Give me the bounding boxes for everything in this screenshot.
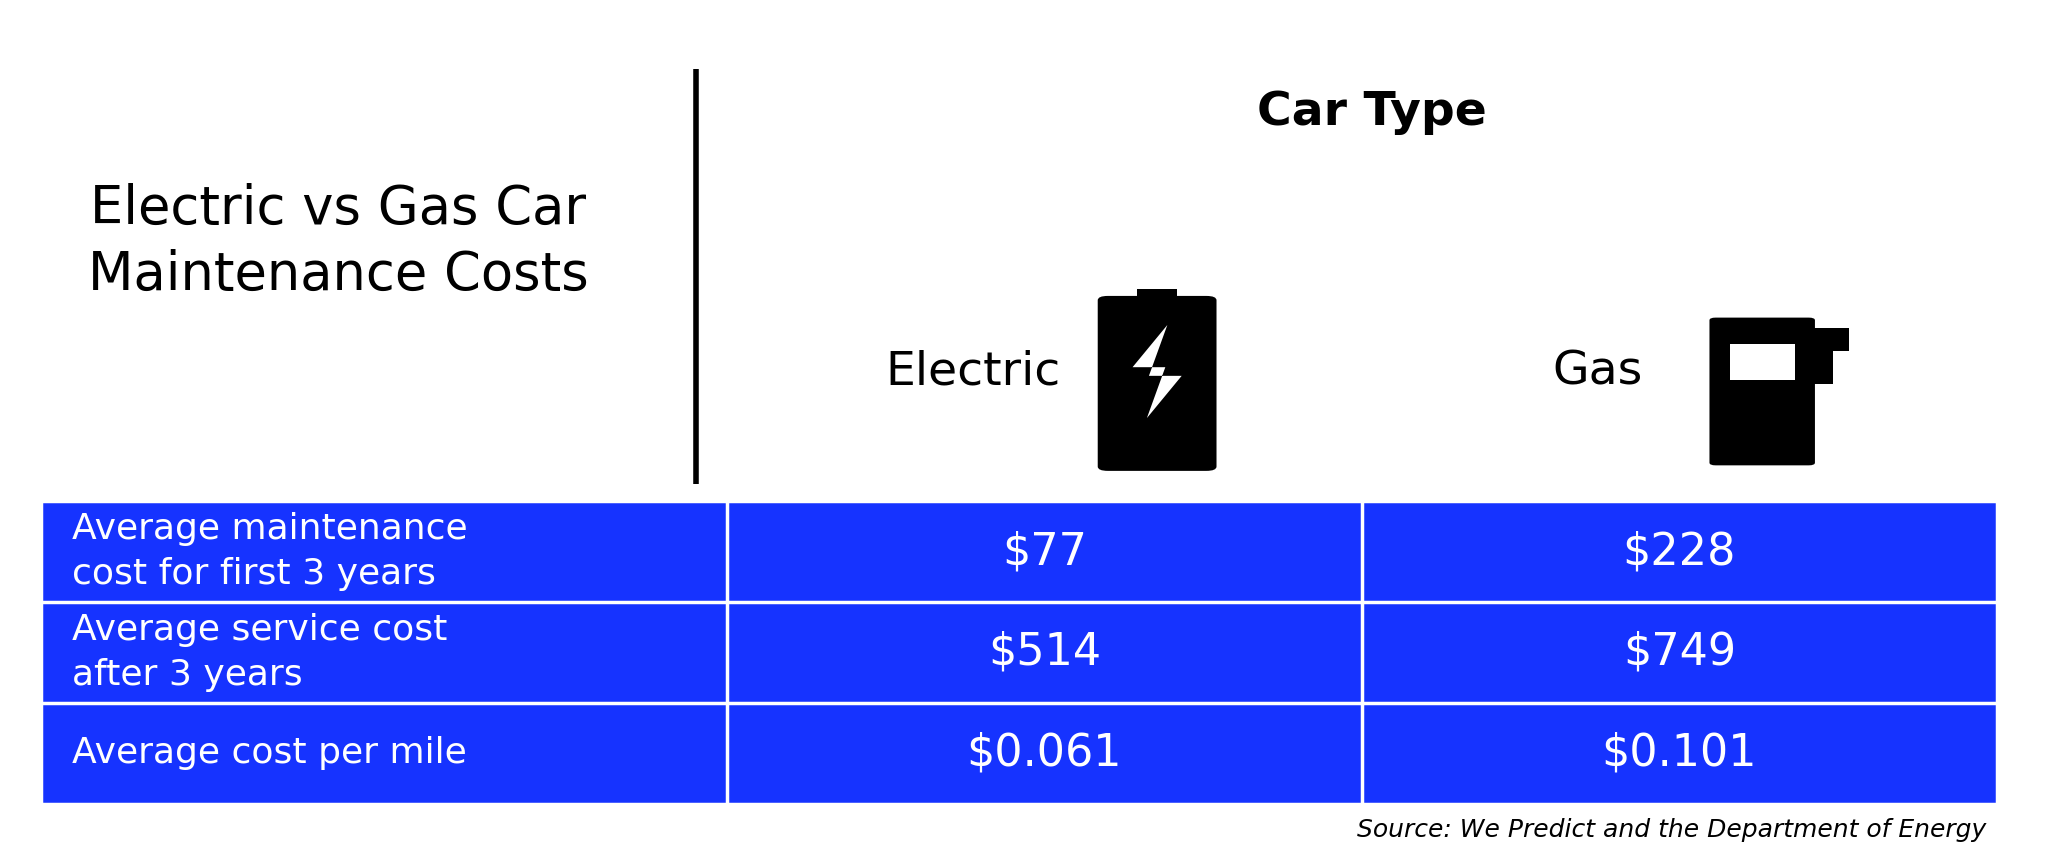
Text: $0.061: $0.061 [967, 732, 1122, 775]
Text: $228: $228 [1622, 530, 1737, 573]
Text: $514: $514 [987, 631, 1102, 674]
Text: Average service cost
after 3 years: Average service cost after 3 years [72, 613, 446, 692]
Text: Gas: Gas [1552, 349, 1642, 394]
Bar [1825, 327, 1849, 351]
Text: $749: $749 [1622, 631, 1737, 674]
Text: Average maintenance
cost for first 3 years: Average maintenance cost for first 3 yea… [72, 512, 467, 591]
Bar [1137, 289, 1178, 301]
Text: Electric: Electric [885, 349, 1061, 394]
Text: $0.101: $0.101 [1602, 732, 1757, 775]
Bar [41, 501, 1997, 804]
FancyBboxPatch shape [1098, 296, 1217, 471]
FancyBboxPatch shape [1710, 318, 1815, 466]
Bar [1808, 334, 1833, 384]
Text: Average cost per mile: Average cost per mile [72, 736, 467, 770]
Text: Source: We Predict and the Department of Energy: Source: We Predict and the Department of… [1358, 818, 1987, 842]
Text: Electric vs Gas Car
Maintenance Costs: Electric vs Gas Car Maintenance Costs [88, 183, 588, 301]
Bar [1731, 345, 1794, 380]
Bar [1808, 327, 1849, 341]
Polygon shape [1133, 325, 1182, 418]
Text: $77: $77 [1001, 530, 1087, 573]
Text: Car Type: Car Type [1257, 90, 1487, 135]
